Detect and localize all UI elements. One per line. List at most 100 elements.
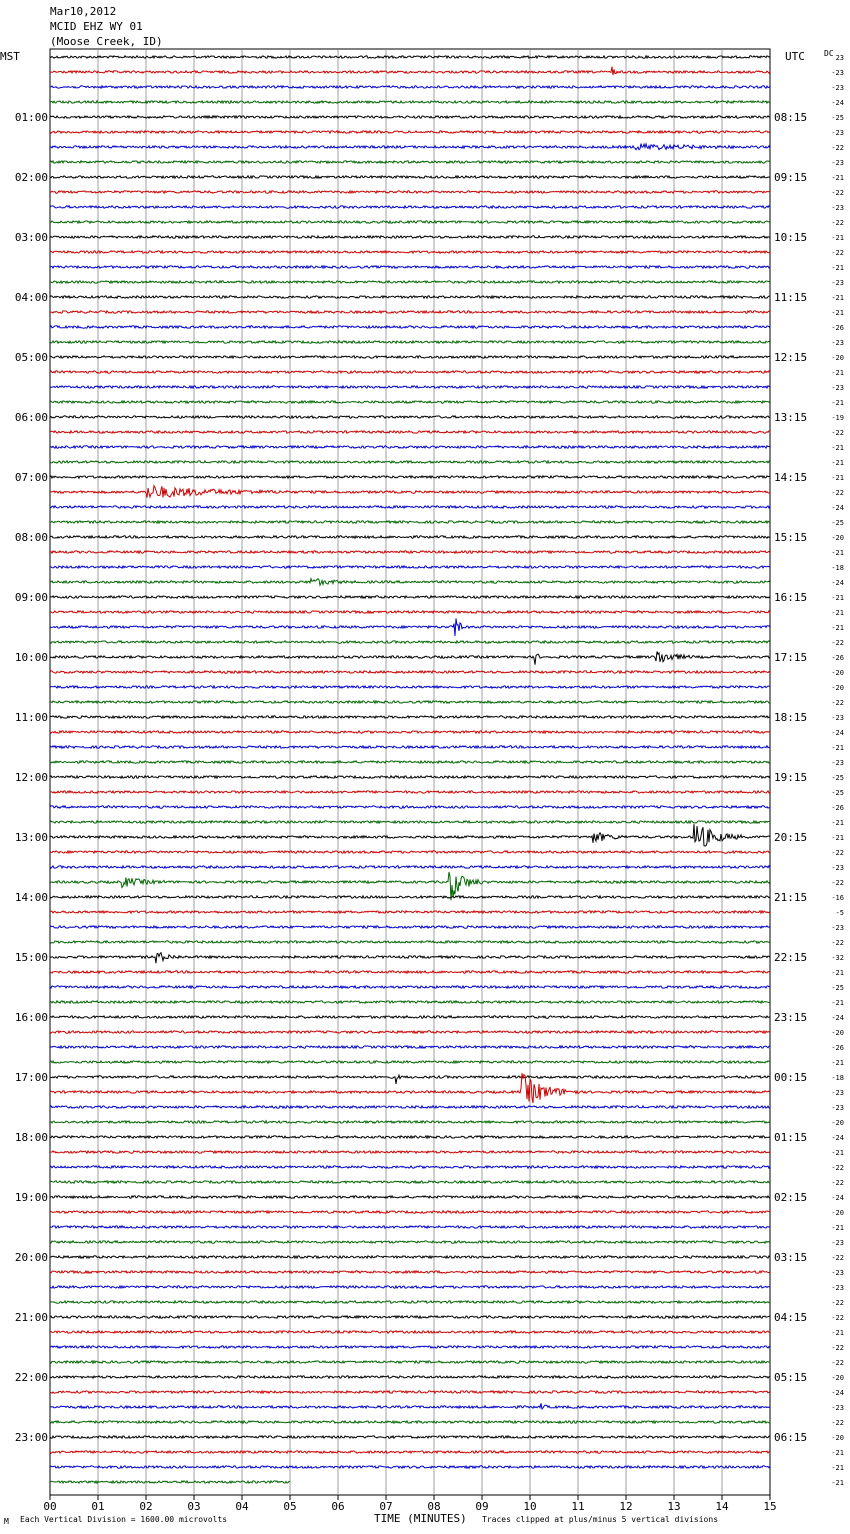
x-tick-label: 10 (523, 1500, 536, 1513)
right-hour-label: 14:15 (774, 471, 807, 484)
dc-offset-value: -20 (831, 534, 844, 542)
trace-row (49, 1269, 771, 1275)
dc-offset-value: -21 (831, 1329, 844, 1337)
trace-row (49, 909, 771, 915)
trace-row (49, 1104, 771, 1110)
dc-offset-value: -20 (831, 1209, 844, 1217)
dc-offset-value: -21 (831, 609, 844, 617)
dc-offset-value: -20 (831, 1029, 844, 1037)
trace-row (49, 699, 771, 705)
x-tick-label: 00 (43, 1500, 56, 1513)
grid-lines (49, 48, 771, 1496)
right-hour-label: 03:15 (774, 1251, 807, 1264)
trace-row (49, 774, 771, 780)
trace-row (49, 384, 771, 390)
trace-row (49, 609, 771, 615)
left-hour-label: 13:00 (15, 831, 48, 844)
left-hour-label: 12:00 (15, 771, 48, 784)
trace-row (49, 804, 771, 810)
trace-row (49, 1479, 291, 1485)
right-hour-label: 04:15 (774, 1311, 807, 1324)
dc-offset-value: -24 (831, 729, 844, 737)
right-hour-label: 00:15 (774, 1071, 807, 1084)
trace-row (49, 729, 771, 735)
trace-row (49, 871, 771, 901)
seismogram-traces (49, 54, 771, 1485)
x-tick-label: 01 (91, 1500, 104, 1513)
dc-offset-value: -22 (831, 144, 844, 152)
x-tick-label: 11 (571, 1500, 584, 1513)
dc-offset-value: -26 (831, 324, 844, 332)
dc-offset-value: -26 (831, 1044, 844, 1052)
left-hour-label: 10:00 (15, 651, 48, 664)
dc-offset-value: -23 (831, 159, 844, 167)
trace-row (49, 1403, 771, 1411)
left-hour-label: 04:00 (15, 291, 48, 304)
trace-row (49, 99, 771, 105)
dc-offset-value: -25 (831, 519, 844, 527)
trace-row (49, 1073, 771, 1104)
dc-offset-value: -26 (831, 804, 844, 812)
left-timezone-label: MST (0, 50, 20, 63)
chart-date: Mar10,2012 (50, 5, 117, 18)
trace-row (49, 651, 771, 665)
trace-row (49, 1014, 771, 1020)
dc-offset-value: -22 (831, 1254, 844, 1262)
dc-offset-value: -24 (831, 1134, 844, 1142)
chart-location: (Moose Creek, ID) (50, 35, 163, 48)
dc-offset-value: -21 (831, 1149, 844, 1157)
trace-row (49, 669, 771, 675)
trace-row (49, 1344, 771, 1350)
dc-offset-value: -21 (831, 1059, 844, 1067)
dc-offset-labels: 23 -23 -23 -24 -25 -23 -22 -23 -21 -22 -23 -22 -21 -2… (831, 54, 844, 1487)
dc-label: DC (824, 49, 834, 58)
dc-offset-value: -18 (831, 564, 844, 572)
dc-offset-value: -21 (831, 174, 844, 182)
clip-note: Traces clipped at plus/minus 5 vertical … (482, 1515, 719, 1524)
dc-offset-value: -23 (831, 759, 844, 767)
dc-offset-value: -21 (831, 234, 844, 242)
trace-row (49, 264, 771, 270)
trace-row (49, 504, 771, 510)
dc-offset-value: -20 (831, 1374, 844, 1382)
trace-row (49, 414, 770, 420)
trace-row (49, 714, 771, 720)
trace-row (49, 924, 771, 930)
dc-offset-value: -24 (831, 99, 844, 107)
x-tick-label: 05 (283, 1500, 296, 1513)
left-hour-label: 22:00 (15, 1371, 48, 1384)
dc-offset-value: -22 (831, 219, 844, 227)
trace-row (50, 279, 771, 285)
trace-row (49, 84, 771, 90)
trace-row (49, 204, 771, 210)
dc-offset-value: -21 (831, 819, 844, 827)
right-hour-label: 11:15 (774, 291, 807, 304)
chart-station: MCID EHZ WY 01 (50, 20, 143, 33)
dc-offset-value: -23 (831, 1284, 844, 1292)
trace-row (49, 114, 771, 120)
dc-offset-value: -25 (831, 789, 844, 797)
dc-offset-value: -32 (831, 954, 844, 962)
dc-offset-value: -21 (831, 549, 844, 557)
dc-offset-value: -25 (831, 114, 844, 122)
dc-offset-value: -21 (831, 309, 844, 317)
trace-row (49, 219, 771, 225)
trace-row (49, 474, 771, 480)
x-tick-label: 06 (331, 1500, 344, 1513)
trace-row (49, 939, 771, 945)
x-tick-label: 15 (763, 1500, 776, 1513)
trace-row (49, 618, 771, 637)
trace-row (49, 564, 771, 570)
dc-offset-value: -22 (831, 1164, 844, 1172)
dc-offset-value: -19 (831, 414, 844, 422)
dc-offset-value: -21 (831, 399, 844, 407)
left-hour-label: 08:00 (15, 531, 48, 544)
dc-offset-value: -21 (831, 1449, 844, 1457)
dc-offset-value: -22 (831, 249, 844, 257)
trace-row (49, 1284, 771, 1290)
left-hour-label: 05:00 (15, 351, 48, 364)
dc-offset-value: -16 (831, 894, 844, 902)
trace-row (49, 1209, 771, 1215)
dc-offset-value: -22 (831, 1419, 844, 1427)
dc-offset-value: -24 (831, 579, 844, 587)
